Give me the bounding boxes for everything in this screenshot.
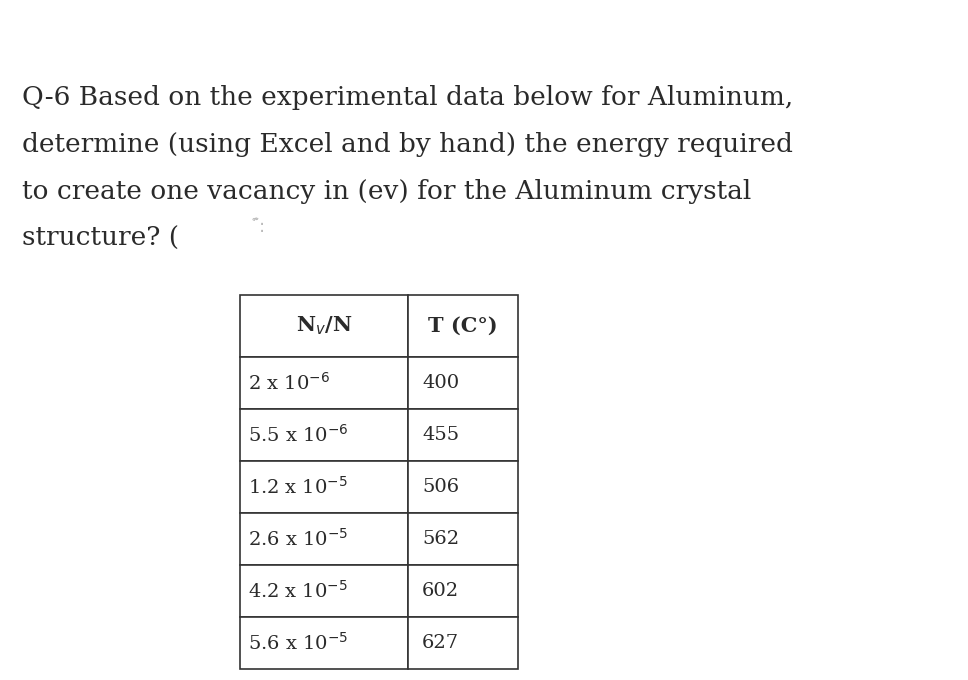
Text: 400: 400 xyxy=(422,374,459,392)
Bar xyxy=(408,295,518,357)
Text: 562: 562 xyxy=(422,530,459,548)
Bar xyxy=(408,565,518,617)
Bar xyxy=(408,409,518,461)
Text: 5.5 x 10$^{-6}$: 5.5 x 10$^{-6}$ xyxy=(248,424,348,446)
Text: N$_v$/N: N$_v$/N xyxy=(296,315,352,337)
Text: ̃́:: ̃́: xyxy=(260,218,266,236)
Bar xyxy=(240,565,408,617)
Text: 2 x 10$^{-6}$: 2 x 10$^{-6}$ xyxy=(248,372,330,394)
Text: 4.2 x 10$^{-5}$: 4.2 x 10$^{-5}$ xyxy=(248,580,348,602)
Text: 455: 455 xyxy=(422,426,459,444)
Bar xyxy=(408,357,518,409)
Text: 602: 602 xyxy=(422,582,459,600)
Bar xyxy=(240,357,408,409)
Text: 2.6 x 10$^{-5}$: 2.6 x 10$^{-5}$ xyxy=(248,528,348,550)
Text: T (C°): T (C°) xyxy=(428,316,498,336)
Text: determine (using Excel and by hand) the energy required: determine (using Excel and by hand) the … xyxy=(22,132,793,157)
Bar xyxy=(240,295,408,357)
Text: Q-6 Based on the experimental data below for Aluminum,: Q-6 Based on the experimental data below… xyxy=(22,85,793,110)
Bar xyxy=(408,617,518,669)
Bar xyxy=(408,461,518,513)
Text: 506: 506 xyxy=(422,478,459,496)
Bar xyxy=(240,513,408,565)
Text: to create one vacancy in (ev) for the Aluminum crystal: to create one vacancy in (ev) for the Al… xyxy=(22,179,751,204)
Text: 627: 627 xyxy=(422,634,459,652)
Bar xyxy=(408,513,518,565)
Text: 1.2 x 10$^{-5}$: 1.2 x 10$^{-5}$ xyxy=(248,476,348,498)
Bar xyxy=(240,409,408,461)
Text: structure? (: structure? ( xyxy=(22,226,179,251)
Bar xyxy=(240,617,408,669)
Bar xyxy=(240,461,408,513)
Text: 5.6 x 10$^{-5}$: 5.6 x 10$^{-5}$ xyxy=(248,632,348,654)
